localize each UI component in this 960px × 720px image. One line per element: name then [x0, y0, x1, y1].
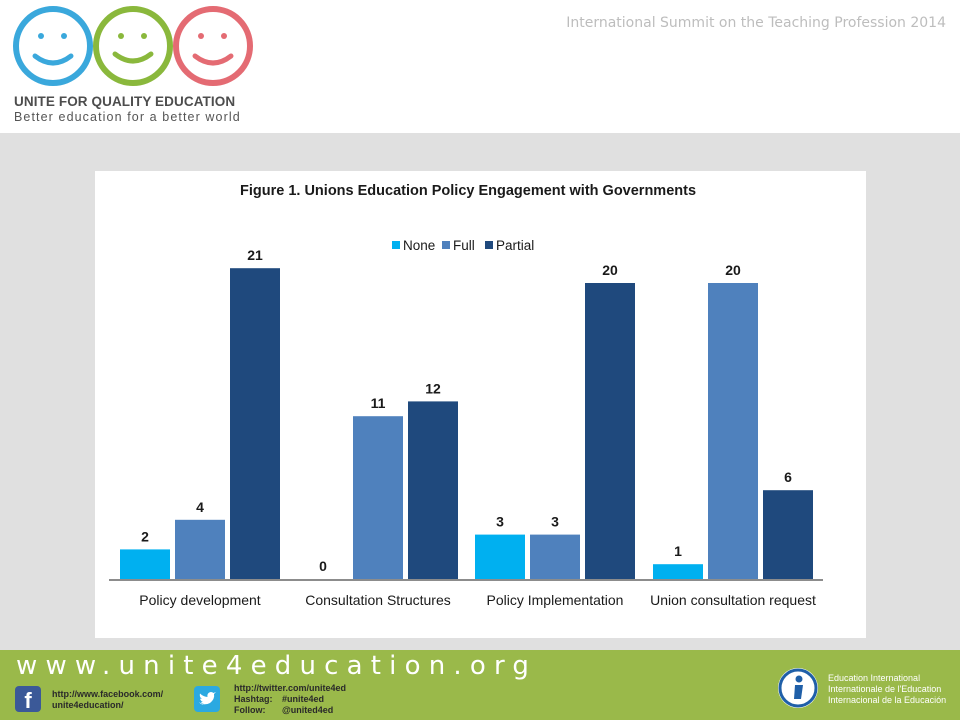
- twitter-url: http://twitter.com/unite4ed: [234, 683, 347, 693]
- twitter-info: http://twitter.com/unite4ed Hashtag: #un…: [234, 683, 346, 716]
- twitter-value: @united4ed: [282, 705, 334, 715]
- bar-partial: [230, 268, 280, 579]
- bar-value-label: 2: [141, 528, 149, 544]
- twitter-icon[interactable]: [194, 686, 220, 712]
- facebook-link[interactable]: http://www.facebook.com/ unite4education…: [52, 689, 163, 711]
- chart-panel: Figure 1. Unions Education Policy Engage…: [95, 171, 866, 638]
- bar-value-label: 21: [247, 247, 263, 263]
- logo-title: UNITE FOR QUALITY EDUCATION: [14, 94, 236, 109]
- twitter-label: Hashtag:: [234, 694, 273, 704]
- ei-line: Internationale de l'Education: [828, 684, 942, 694]
- education-international-logo[interactable]: [778, 668, 818, 708]
- facebook-line: http://www.facebook.com/: [52, 689, 164, 699]
- bar-value-label: 0: [319, 558, 327, 574]
- bar-chart: Figure 1. Unions Education Policy Engage…: [109, 183, 823, 608]
- bar-none: [653, 564, 703, 579]
- ei-line: Education International: [828, 673, 921, 683]
- twitter-value: #unite4ed: [282, 694, 325, 704]
- bar-value-label: 20: [725, 262, 741, 278]
- header: UNITE FOR QUALITY EDUCATION Better educa…: [0, 0, 960, 133]
- legend-swatch-full: [442, 241, 450, 249]
- bar-partial: [585, 283, 635, 579]
- smiley-faces-icon: [13, 6, 253, 86]
- category-label: Policy Implementation: [487, 592, 624, 608]
- legend-swatch-none: [392, 241, 400, 249]
- bar-value-label: 3: [551, 514, 559, 530]
- legend-label-full: Full: [453, 238, 475, 253]
- bar-full: [175, 519, 225, 579]
- twitter-row[interactable]: Hashtag: #unite4ed: [234, 694, 346, 705]
- category-label: Policy development: [139, 592, 261, 608]
- bar-full: [530, 534, 580, 579]
- slide-content: Figure 1. Unions Education Policy Engage…: [0, 133, 960, 650]
- bar-partial: [763, 490, 813, 579]
- logo-subtitle: Better education for a better world: [14, 110, 241, 124]
- summit-title: International Summit on the Teaching Pro…: [566, 15, 946, 31]
- bar-value-label: 6: [784, 469, 792, 485]
- bar-value-label: 12: [425, 380, 441, 396]
- bar-partial: [408, 401, 458, 579]
- bar-value-label: 20: [602, 262, 618, 278]
- facebook-icon[interactable]: f: [15, 686, 41, 713]
- ei-name: Education International Internationale d…: [828, 673, 946, 706]
- bar-value-label: 3: [496, 514, 504, 530]
- category-label: Consultation Structures: [305, 592, 451, 608]
- bar-value-label: 4: [196, 499, 204, 515]
- chart-title: Figure 1. Unions Education Policy Engage…: [240, 183, 696, 199]
- legend-label-partial: Partial: [496, 238, 534, 253]
- footer: www.unite4education.org: [0, 650, 960, 720]
- bar-none: [120, 549, 170, 579]
- facebook-line: unite4education/: [52, 700, 124, 710]
- ei-line: Internacional de la Educación: [828, 695, 947, 705]
- bar-none: [475, 534, 525, 579]
- website-url[interactable]: www.unite4education.org: [16, 651, 538, 681]
- legend-label-none: None: [403, 238, 435, 253]
- unite-logo[interactable]: UNITE FOR QUALITY EDUCATION Better educa…: [8, 6, 258, 128]
- bar-full: [353, 416, 403, 579]
- bar-full: [708, 283, 758, 579]
- twitter-row[interactable]: Follow: @united4ed: [234, 705, 346, 716]
- bar-value-label: 11: [371, 395, 386, 411]
- legend-swatch-partial: [485, 241, 493, 249]
- category-label: Union consultation request: [650, 592, 816, 608]
- twitter-label: Follow:: [234, 705, 266, 715]
- bar-value-label: 1: [674, 543, 682, 559]
- twitter-row[interactable]: http://twitter.com/unite4ed: [234, 683, 346, 694]
